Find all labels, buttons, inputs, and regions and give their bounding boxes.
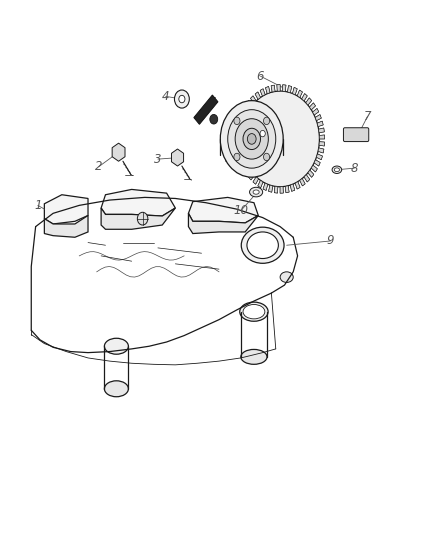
Polygon shape: [247, 101, 252, 108]
Polygon shape: [237, 151, 243, 157]
Polygon shape: [316, 154, 322, 160]
Ellipse shape: [334, 168, 339, 172]
Text: 8: 8: [350, 161, 358, 175]
Circle shape: [228, 110, 276, 168]
Polygon shape: [300, 179, 305, 186]
Polygon shape: [318, 148, 324, 153]
Ellipse shape: [241, 350, 267, 365]
Polygon shape: [311, 165, 317, 172]
Polygon shape: [314, 160, 320, 166]
Polygon shape: [44, 215, 88, 237]
Polygon shape: [265, 86, 270, 94]
Polygon shape: [101, 208, 175, 229]
Polygon shape: [242, 163, 247, 169]
Ellipse shape: [241, 227, 284, 263]
Ellipse shape: [104, 338, 128, 354]
Polygon shape: [280, 187, 283, 193]
Circle shape: [264, 153, 270, 160]
Ellipse shape: [332, 166, 342, 173]
Text: 4: 4: [162, 90, 170, 103]
Circle shape: [260, 131, 265, 137]
Circle shape: [174, 90, 189, 108]
Polygon shape: [236, 132, 241, 136]
Text: 2: 2: [95, 160, 102, 173]
Text: 6: 6: [257, 70, 264, 83]
Polygon shape: [188, 197, 258, 223]
Polygon shape: [319, 135, 325, 139]
Text: 1: 1: [34, 199, 42, 212]
Text: 7: 7: [364, 110, 371, 123]
Circle shape: [179, 95, 185, 103]
Circle shape: [210, 115, 218, 124]
Polygon shape: [317, 121, 323, 126]
Polygon shape: [318, 128, 324, 133]
Polygon shape: [293, 87, 297, 95]
Polygon shape: [319, 142, 325, 146]
Polygon shape: [258, 180, 263, 188]
FancyBboxPatch shape: [343, 128, 369, 142]
Ellipse shape: [104, 381, 128, 397]
Polygon shape: [315, 115, 321, 120]
Polygon shape: [302, 94, 307, 101]
Polygon shape: [101, 189, 175, 216]
Polygon shape: [274, 187, 278, 193]
Polygon shape: [255, 92, 261, 99]
Circle shape: [243, 128, 261, 150]
Polygon shape: [297, 90, 302, 98]
Polygon shape: [240, 112, 246, 118]
Circle shape: [234, 153, 240, 160]
Polygon shape: [238, 118, 244, 124]
Polygon shape: [277, 85, 280, 91]
Ellipse shape: [253, 190, 259, 194]
Polygon shape: [310, 103, 315, 110]
Polygon shape: [112, 143, 125, 161]
Polygon shape: [313, 109, 319, 115]
Polygon shape: [260, 89, 265, 96]
Ellipse shape: [247, 232, 279, 259]
Polygon shape: [308, 170, 314, 177]
Circle shape: [220, 101, 283, 177]
Text: 10: 10: [233, 204, 248, 217]
Circle shape: [235, 119, 268, 159]
Polygon shape: [44, 195, 88, 224]
Polygon shape: [249, 173, 254, 180]
Polygon shape: [236, 139, 241, 143]
Polygon shape: [290, 184, 295, 191]
Polygon shape: [268, 185, 273, 192]
Polygon shape: [271, 85, 275, 92]
Ellipse shape: [280, 272, 293, 282]
Ellipse shape: [250, 187, 263, 197]
Ellipse shape: [243, 304, 265, 319]
Polygon shape: [295, 182, 300, 189]
Polygon shape: [245, 168, 251, 175]
Circle shape: [241, 91, 319, 187]
Polygon shape: [243, 106, 249, 112]
Polygon shape: [263, 183, 268, 190]
Polygon shape: [251, 96, 256, 103]
Text: 3: 3: [154, 152, 162, 166]
Circle shape: [234, 117, 240, 125]
Polygon shape: [171, 149, 184, 166]
Polygon shape: [285, 186, 289, 192]
Polygon shape: [188, 213, 258, 233]
Text: 5: 5: [208, 96, 216, 109]
Polygon shape: [287, 86, 292, 93]
Polygon shape: [253, 177, 258, 184]
Polygon shape: [194, 95, 218, 124]
Polygon shape: [304, 175, 310, 182]
Polygon shape: [237, 125, 242, 130]
Circle shape: [138, 212, 148, 225]
Polygon shape: [306, 98, 311, 105]
Circle shape: [247, 134, 256, 144]
Ellipse shape: [240, 302, 268, 321]
Polygon shape: [239, 157, 245, 163]
Polygon shape: [283, 85, 286, 92]
Polygon shape: [236, 145, 242, 150]
Text: 9: 9: [327, 235, 334, 247]
Circle shape: [264, 117, 270, 125]
